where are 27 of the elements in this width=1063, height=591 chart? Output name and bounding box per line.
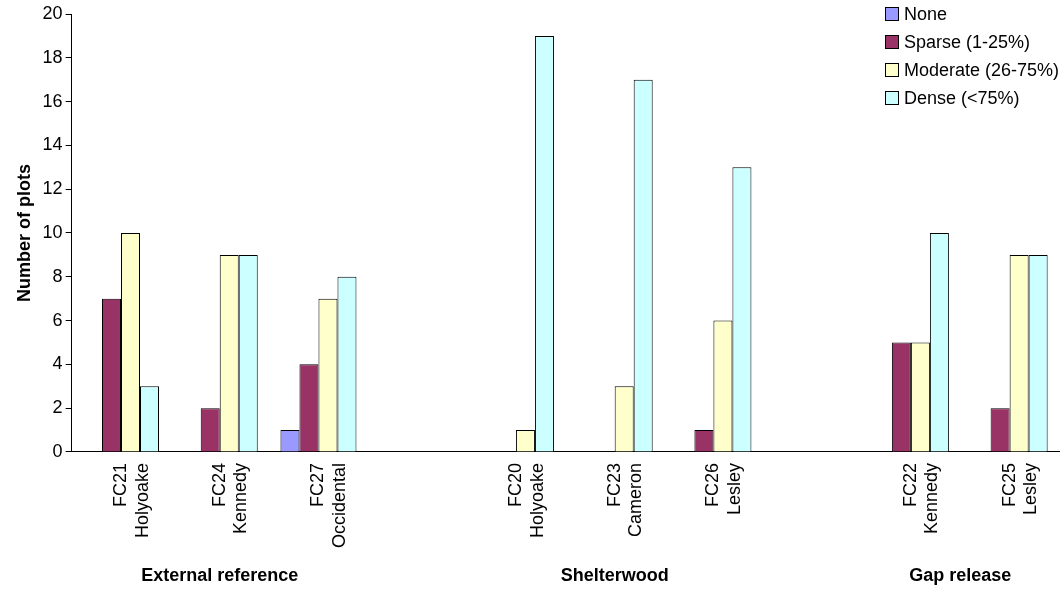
y-tick-label: 6 — [52, 309, 63, 330]
y-tick-label: 16 — [42, 90, 63, 111]
y-tick-label: 18 — [42, 46, 63, 67]
x-tick-label: FC21 Holyoake — [109, 462, 152, 538]
x-tick-label: FC26 Lesley — [702, 462, 744, 515]
text: Gap release — [909, 565, 1012, 586]
legend-label: None — [903, 3, 947, 25]
y-tick-label: 10 — [42, 221, 63, 242]
x-tick-label: FC25 Lesley — [998, 462, 1041, 515]
x-tick-label: FC24 Kennedy — [208, 462, 251, 535]
legend-label: Moderate (26-75%) — [903, 59, 1059, 81]
y-tick-label: 4 — [52, 353, 63, 374]
y-tick-label: 14 — [42, 134, 63, 155]
y-tick-label: 8 — [52, 265, 63, 286]
y-tick-label: 12 — [42, 178, 63, 199]
y-axis-title: Number of plots — [13, 163, 34, 302]
legend-label: Sparse (1-25%) — [903, 31, 1030, 53]
text: External reference — [141, 565, 299, 586]
y-tick-label: 20 — [42, 2, 63, 23]
legend-label: Dense (<75%) — [903, 87, 1020, 109]
y-tick-label: 0 — [52, 440, 63, 461]
x-tick-label: FC22 Kennedy — [899, 462, 942, 535]
x-tick-label: FC20 Holyoake — [504, 462, 547, 538]
text: Shelterwood — [560, 565, 669, 586]
x-tick-label: FC23 Cameron — [603, 462, 646, 537]
x-tick-label: FC27 Occidental — [307, 462, 350, 548]
y-tick-label: 2 — [52, 397, 63, 418]
